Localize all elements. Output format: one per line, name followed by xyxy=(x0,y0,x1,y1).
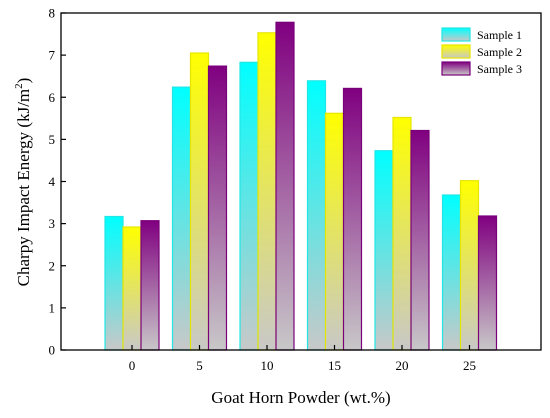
x-tick-label: 10 xyxy=(261,358,274,373)
bar-sample-1-0 xyxy=(104,215,124,351)
bar-sample-1-15 xyxy=(306,80,327,351)
legend-swatch-2 xyxy=(441,44,471,59)
y-tick-label: 1 xyxy=(49,300,56,315)
y-axis: 0 1 2 3 4 5 6 7 8 xyxy=(49,6,66,358)
legend-swatch-3 xyxy=(441,61,471,76)
bar-sample-1-20 xyxy=(374,150,394,351)
bar-sample-3-5 xyxy=(207,65,228,351)
x-tick-label: 0 xyxy=(129,358,136,373)
bar-sample-3-15 xyxy=(342,87,363,351)
legend: Sample 1 Sample 2 Sample 3 xyxy=(441,27,522,76)
x-tick-label: 25 xyxy=(463,358,476,373)
legend-label-2: Sample 2 xyxy=(477,45,522,59)
x-axis: 0 5 10 15 20 25 xyxy=(129,345,476,373)
y-axis-title: Charpy Impact Energy (kJ/m2) xyxy=(13,78,33,287)
y-tick-label: 5 xyxy=(49,132,56,147)
legend-label-3: Sample 3 xyxy=(477,62,522,76)
bar-sample-3-10 xyxy=(275,21,295,351)
bar-sample-3-25 xyxy=(477,215,498,351)
y-tick-label: 6 xyxy=(49,90,56,105)
legend-swatch-1 xyxy=(441,27,471,42)
bar-sample-3-20 xyxy=(410,129,430,351)
y-tick-label: 2 xyxy=(49,258,56,273)
x-axis-title: Goat Horn Powder (wt.%) xyxy=(211,388,390,407)
y-tick-label: 8 xyxy=(49,6,56,21)
bar-sample-3-0 xyxy=(140,220,160,351)
legend-label-1: Sample 1 xyxy=(477,28,522,42)
y-tick-label: 7 xyxy=(49,48,56,63)
bar-sample-1-5 xyxy=(171,86,192,351)
y-axis-title-main: Charpy Impact Energy (kJ/m xyxy=(14,89,33,287)
y-tick-label: 4 xyxy=(49,174,56,189)
x-tick-label: 15 xyxy=(328,358,341,373)
x-tick-label: 20 xyxy=(396,358,409,373)
y-tick-label: 0 xyxy=(49,343,56,358)
y-tick-label: 3 xyxy=(49,216,56,231)
bar-sample-2-25 xyxy=(459,180,480,351)
x-tick-label: 5 xyxy=(196,358,203,373)
y-axis-title-superscript: 2 xyxy=(13,83,25,89)
bar-sample-2-10 xyxy=(257,32,277,351)
bar-sample-2-0 xyxy=(122,226,142,351)
bar-sample-1-25 xyxy=(441,194,462,351)
bar-sample-2-15 xyxy=(324,112,345,351)
bars-layer xyxy=(104,21,498,351)
bar-sample-2-5 xyxy=(189,52,210,351)
bar-sample-1-10 xyxy=(239,61,259,351)
y-axis-title-suffix: ) xyxy=(14,78,33,84)
bar-sample-2-20 xyxy=(392,116,412,351)
